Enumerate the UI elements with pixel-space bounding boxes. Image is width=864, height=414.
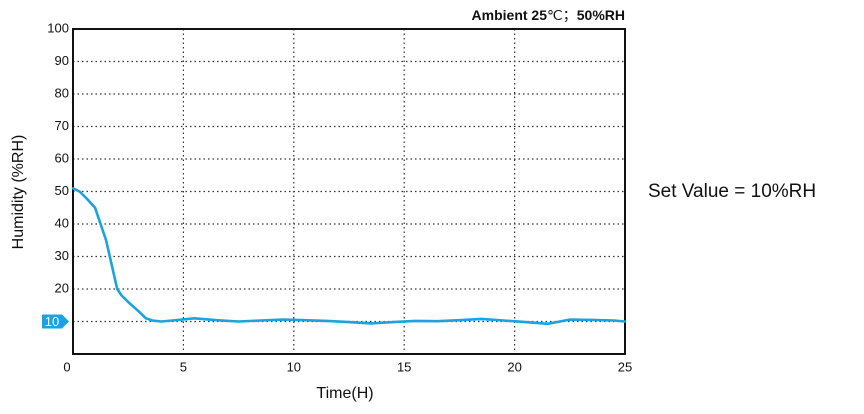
y-axis-title: Humidity (%RH) <box>10 135 27 250</box>
ambient-unit: ℃ <box>547 7 563 23</box>
x-tick-label: 20 <box>507 359 521 374</box>
x-axis-title: Time(H) <box>316 385 373 402</box>
y-tick-label: 90 <box>55 53 69 68</box>
ambient-rh: 50%RH <box>577 7 625 23</box>
set-value-marker-shape <box>42 314 69 329</box>
y-tick-label: 80 <box>55 85 69 100</box>
y-tick-label: 70 <box>55 118 69 133</box>
ambient-prefix: Ambient 25 <box>472 7 548 23</box>
x-tick-label: 15 <box>397 359 411 374</box>
y-tick-label: 30 <box>55 248 69 263</box>
x-tick-label: 5 <box>180 359 187 374</box>
axis-ticks: 20 30 40 50 60 70 80 90 100 0 5 10 15 20 25 <box>47 20 632 374</box>
ambient-separator: ； <box>563 7 577 24</box>
x-tick-label: 10 <box>287 359 301 374</box>
ambient-conditions-label: Ambient 25℃；50%RH <box>472 7 625 24</box>
set-value-marker-label: 10 <box>45 314 59 329</box>
y-tick-label: 20 <box>55 280 69 295</box>
y-tick-label: 40 <box>55 215 69 230</box>
x-tick-label: 0 <box>63 359 70 374</box>
set-value-annotation: Set Value = 10%RH <box>648 181 816 202</box>
grid-lines <box>73 29 625 354</box>
set-value-marker: 10 <box>42 314 69 329</box>
plot-frame <box>72 28 626 355</box>
x-tick-label: 25 <box>618 359 632 374</box>
y-tick-label: 50 <box>55 183 69 198</box>
humidity-series-line <box>71 187 627 326</box>
y-tick-label: 60 <box>55 150 69 165</box>
y-tick-label: 100 <box>47 20 69 35</box>
